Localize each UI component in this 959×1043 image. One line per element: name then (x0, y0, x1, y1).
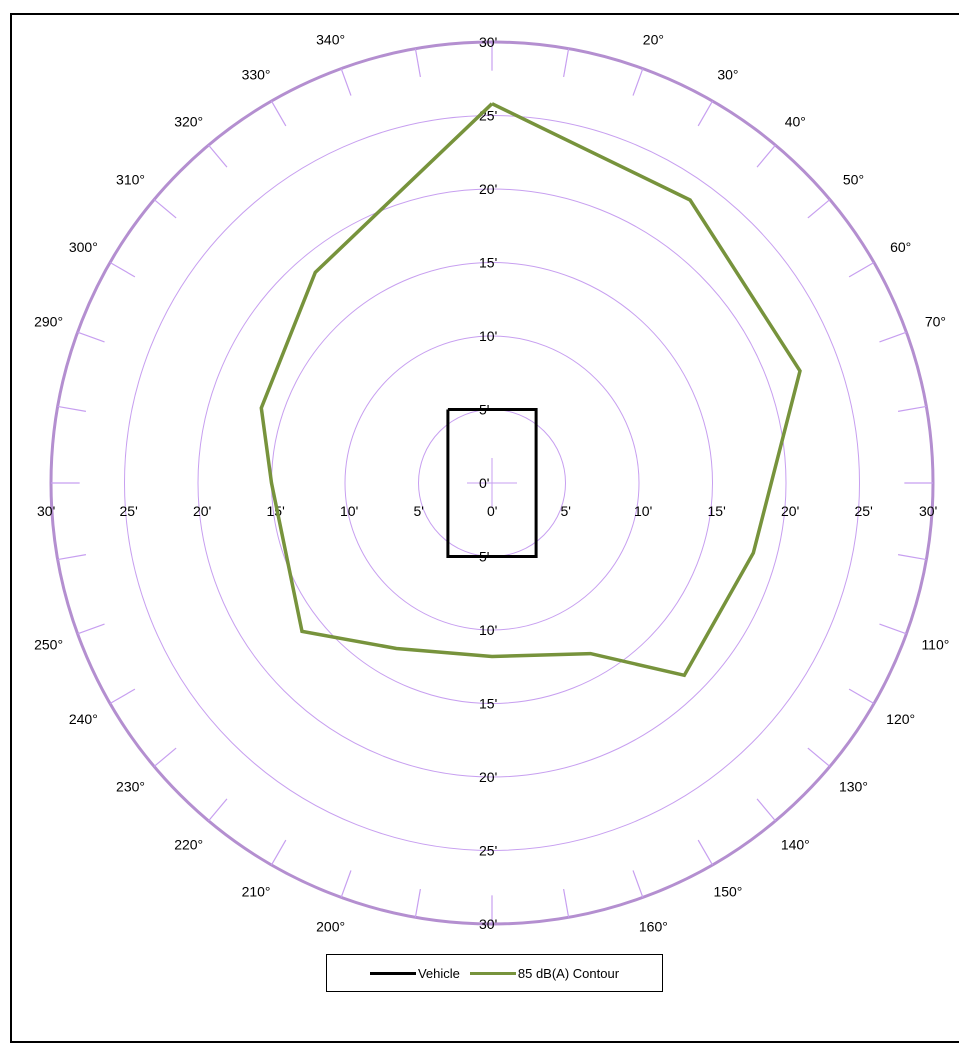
polar-chart: 0' 5' 5' 10' 10' 15' 15' 20' 20' 25' 25' 30' 30' 30' 2… (0, 0, 959, 1017)
angle-tick-280 (58, 406, 86, 411)
radial-label-down-15: 15' (479, 696, 497, 712)
angle-label-40: 40° (785, 114, 806, 130)
angle-tick-200 (341, 870, 351, 897)
angle-tick-100 (898, 555, 926, 560)
angle-label-50: 50° (843, 172, 864, 188)
legend-swatch-vehicle (370, 972, 416, 975)
angle-tick-110 (879, 624, 906, 634)
horizontal-label-8: 10' (634, 503, 652, 519)
legend-label-contour: 85 dB(A) Contour (518, 966, 619, 981)
angle-tick-170 (564, 889, 569, 917)
angle-label-210: 210° (242, 884, 271, 900)
angle-tick-240 (110, 689, 135, 703)
legend-entry-vehicle: Vehicle (370, 966, 460, 981)
angle-tick-290 (78, 332, 105, 342)
radial-label-up-10: 10' (479, 328, 497, 344)
angle-tick-70 (879, 332, 906, 342)
range-rings (51, 42, 933, 924)
angle-tick-260 (58, 555, 86, 560)
radial-label-down-20: 20' (479, 769, 497, 785)
angle-label-230: 230° (116, 778, 145, 794)
angle-label-220: 220° (174, 836, 203, 852)
angle-label-310: 310° (116, 172, 145, 188)
legend-entry-contour: 85 dB(A) Contour (470, 966, 619, 981)
angle-tick-60 (849, 263, 874, 277)
angle-tick-350 (415, 49, 420, 77)
angle-tick-150 (698, 840, 712, 865)
contour-line (261, 104, 800, 676)
angle-label-290: 290° (34, 314, 63, 330)
angle-tick-250 (78, 624, 105, 634)
series-lines (261, 104, 800, 676)
angle-tick-140 (757, 799, 775, 821)
angle-tick-80 (898, 406, 926, 411)
angle-tick-30 (698, 101, 712, 126)
horizontal-label-10: 20' (781, 503, 799, 519)
horizontal-label-7: 5' (561, 503, 571, 519)
angle-label-300: 300° (69, 239, 98, 255)
angle-tick-310 (154, 200, 176, 218)
radial-label-down-10: 10' (479, 622, 497, 638)
angle-tick-120 (849, 689, 874, 703)
horizontal-label-5: 5' (414, 503, 424, 519)
angle-tick-50 (808, 200, 830, 218)
legend: Vehicle 85 dB(A) Contour (326, 954, 663, 992)
horizontal-label-2: 20' (193, 503, 211, 519)
horizontal-label-4: 10' (340, 503, 358, 519)
horizontal-label-0: 30' (37, 503, 55, 519)
angle-tick-340 (341, 69, 351, 96)
angle-tick-40 (757, 145, 775, 167)
angle-label-20: 20° (643, 32, 664, 48)
radial-label-up-30: 30' (479, 34, 497, 50)
angle-label-250: 250° (34, 636, 63, 652)
angle-tick-160 (633, 870, 643, 897)
radial-label-down-25: 25' (479, 843, 497, 859)
angle-label-140: 140° (781, 836, 810, 852)
horizontal-label-12: 30' (919, 503, 937, 519)
horizontal-label-11: 25' (855, 503, 873, 519)
angle-tick-320 (209, 145, 227, 167)
angle-label-200: 200° (316, 918, 345, 934)
angle-label-320: 320° (174, 114, 203, 130)
angle-label-110: 110° (921, 636, 949, 652)
horizontal-label-9: 15' (708, 503, 726, 519)
angle-label-330: 330° (242, 66, 271, 82)
radial-label-up-15: 15' (479, 255, 497, 271)
legend-label-vehicle: Vehicle (418, 966, 460, 981)
angle-tick-330 (272, 101, 286, 126)
angle-label-60: 60° (890, 239, 911, 255)
horizontal-label-1: 25' (120, 503, 138, 519)
horizontal-label-6: 0' (487, 503, 497, 519)
legend-swatch-contour (470, 972, 516, 975)
angle-tick-20 (633, 69, 643, 96)
angle-tick-190 (415, 889, 420, 917)
angle-label-160: 160° (639, 918, 668, 934)
angle-label-340: 340° (316, 32, 345, 48)
radial-label-up-0: 0' (479, 475, 489, 491)
angle-tick-300 (110, 263, 135, 277)
angle-tick-220 (209, 799, 227, 821)
angle-tick-10 (564, 49, 569, 77)
angle-label-240: 240° (69, 711, 98, 727)
angle-tick-210 (272, 840, 286, 865)
angle-label-130: 130° (839, 778, 868, 794)
radial-label-down-30: 30' (479, 916, 497, 932)
angle-label-150: 150° (713, 884, 742, 900)
angle-tick-130 (808, 748, 830, 766)
angle-label-30: 30° (717, 66, 738, 82)
angle-tick-230 (154, 748, 176, 766)
radial-label-up-20: 20' (479, 181, 497, 197)
angle-label-120: 120° (886, 711, 915, 727)
angle-label-70: 70° (925, 314, 946, 330)
